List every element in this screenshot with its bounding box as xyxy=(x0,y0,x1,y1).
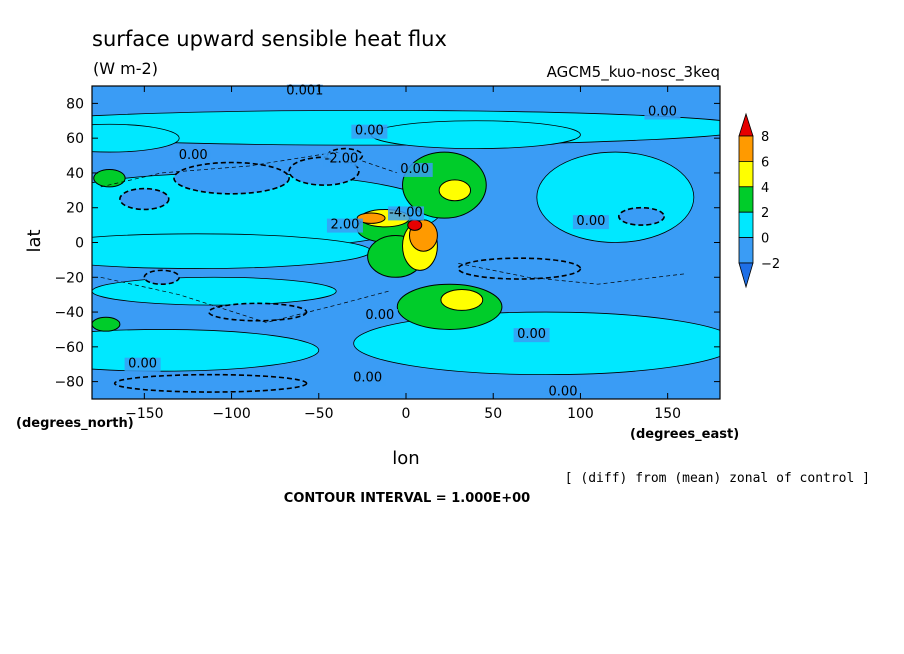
contour-region xyxy=(438,179,472,202)
colorbar-swatch xyxy=(738,160,754,188)
colorbar-label: 0 xyxy=(761,232,769,247)
contour-label: 0.00 xyxy=(355,124,384,139)
contour-region xyxy=(370,120,581,150)
contour-label-bg xyxy=(644,105,681,120)
contour-region xyxy=(93,168,126,188)
contour-region xyxy=(92,316,121,332)
y-tick-label: −20 xyxy=(54,270,84,286)
contour-label-bg xyxy=(349,371,386,386)
colorbar: 8 6 4 2 0 −2 xyxy=(738,112,780,289)
contour-label-bg xyxy=(513,328,550,343)
contour-region xyxy=(208,302,308,322)
colorbar-max-arrow xyxy=(738,112,754,137)
contour-region xyxy=(119,187,170,211)
contour-region xyxy=(356,212,386,224)
contour-label: 0.00 xyxy=(648,105,677,120)
x-tick-label: 50 xyxy=(484,406,502,422)
contour-region xyxy=(113,373,308,393)
contour-label-bg xyxy=(572,215,609,230)
contour-region xyxy=(92,123,180,153)
contour-region xyxy=(618,206,665,226)
contour-region xyxy=(92,329,320,372)
colorbar-label: −2 xyxy=(761,257,780,272)
colorbar-swatch xyxy=(738,186,754,213)
x-tick-label: −150 xyxy=(125,406,163,422)
x-tick-label: −100 xyxy=(212,406,250,422)
y-tick-label: −40 xyxy=(54,305,84,321)
y-tick-label: −60 xyxy=(54,340,84,356)
colorbar-label: 8 xyxy=(761,130,769,145)
contour-label-bg xyxy=(388,206,424,221)
x-axis: −150 −100 −50 0 50 100 150 xyxy=(125,86,681,422)
chart-title: surface upward sensible heat flux xyxy=(92,27,447,51)
contour-region xyxy=(536,151,695,243)
colorbar-swatch xyxy=(738,135,754,162)
contour-label-bg xyxy=(286,84,323,99)
y-tick-label: 40 xyxy=(66,166,84,182)
contour-region xyxy=(457,257,582,280)
contour-label: 0.00 xyxy=(549,385,578,400)
contour-region xyxy=(407,219,423,231)
contour-label: 0.00 xyxy=(400,162,429,177)
contour-label-bg xyxy=(124,357,161,372)
colorbar-swatch xyxy=(738,237,754,264)
y-axis-label: lat xyxy=(24,229,45,252)
contour-label-bg xyxy=(351,124,388,139)
contour-label: -2.00 xyxy=(325,152,359,167)
contour-label: 0.00 xyxy=(128,357,157,372)
x-axis-label: lon xyxy=(392,448,419,469)
contour-label-bg xyxy=(361,309,398,324)
colorbar-label: 4 xyxy=(761,181,769,196)
y-tick-label: 20 xyxy=(66,201,84,217)
y-tick-label: 0 xyxy=(75,236,84,252)
contour-label-bg xyxy=(323,152,360,167)
contour-label: 0.001 xyxy=(286,84,323,99)
contour-label-bg xyxy=(175,149,212,164)
colorbar-min-arrow xyxy=(738,262,754,289)
contour-label-bg xyxy=(326,218,363,233)
contour-label-bg xyxy=(396,162,433,177)
colorbar-label: 6 xyxy=(761,155,769,170)
contour-label-bg xyxy=(545,385,581,400)
y-tick-label: 60 xyxy=(66,131,84,147)
run-label: AGCM5_kuo-nosc_3keq xyxy=(547,63,720,82)
contour-label: -4.00 xyxy=(389,205,423,220)
contour-label: 0.00 xyxy=(353,371,382,386)
plot-area: 0.001 0.00 0.00 0.00 -2.00 0.00 -4.00 2.00 0.00 0… xyxy=(91,84,721,400)
x-tick-label: 150 xyxy=(654,406,681,422)
x-tick-label: 100 xyxy=(567,406,594,422)
x-tick-label: −50 xyxy=(304,406,334,422)
contour-label: 0.00 xyxy=(517,327,546,342)
contour-region xyxy=(440,288,484,311)
x-axis-units: (degrees_east) xyxy=(630,427,739,442)
y-axis: 80 60 40 20 0 −20 −40 −60 −80 xyxy=(54,96,720,391)
contour-label: 0.00 xyxy=(365,308,394,323)
contour-label: 0.00 xyxy=(179,148,208,163)
contour-label: 2.00 xyxy=(330,218,359,233)
contour-line xyxy=(458,263,686,285)
footer-note: [ (diff) from (mean) zonal of control ] xyxy=(565,471,870,486)
contour-region xyxy=(143,269,181,286)
contour-line xyxy=(100,276,389,323)
colorbar-label: 2 xyxy=(761,206,769,221)
contour-label: 0.00 xyxy=(576,214,605,229)
contour-region xyxy=(173,161,290,195)
y-tick-label: 80 xyxy=(66,96,84,112)
contour-interval: CONTOUR INTERVAL = 1.000E+00 xyxy=(284,491,530,506)
contour-region xyxy=(92,276,337,306)
chart-units: (W m-2) xyxy=(93,59,158,78)
colorbar-swatch xyxy=(738,211,754,238)
y-axis-units: (degrees_north) xyxy=(16,416,134,431)
y-tick-label: −80 xyxy=(54,375,84,391)
x-tick-label: 0 xyxy=(402,406,411,422)
